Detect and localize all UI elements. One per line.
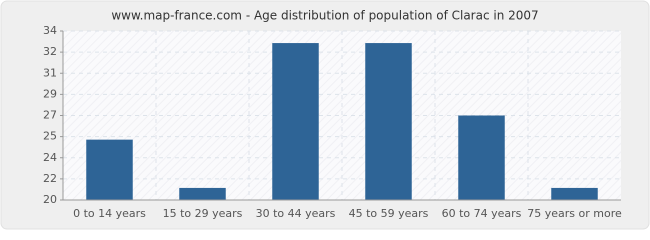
chart-title: www.map-france.com - Age distribution of…	[111, 9, 538, 23]
y-tick-label: 29	[43, 87, 57, 100]
bar	[551, 187, 598, 200]
x-tick-label: 15 to 29 years	[163, 207, 243, 220]
y-tick-label: 31	[43, 66, 57, 79]
y-tick-label: 25	[43, 130, 57, 143]
y-tick-label: 24	[43, 151, 57, 164]
bar	[86, 139, 133, 200]
x-tick-label: 75 years or more	[527, 207, 622, 220]
x-tick-label: 45 to 59 years	[349, 207, 429, 220]
bar	[179, 187, 226, 200]
x-tick-label: 30 to 44 years	[256, 207, 336, 220]
y-tick-label: 22	[43, 172, 57, 185]
bar	[272, 43, 319, 201]
chart: www.map-france.com - Age distribution of…	[0, 0, 650, 230]
bar	[458, 115, 505, 200]
y-tick-label: 32	[43, 45, 57, 58]
y-tick-label: 20	[43, 193, 57, 206]
x-tick-label: 0 to 14 years	[73, 207, 146, 220]
y-tick-label: 27	[43, 109, 57, 122]
y-tick-label: 34	[43, 24, 57, 37]
x-tick-label: 60 to 74 years	[442, 207, 522, 220]
bar	[365, 43, 412, 201]
